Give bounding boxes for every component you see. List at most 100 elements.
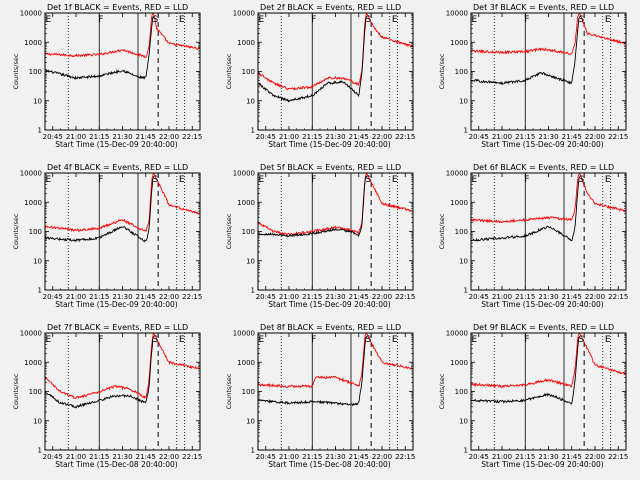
y-axis-label: Counts/sec	[12, 373, 20, 409]
x-tick-label: 21:00	[279, 453, 299, 461]
time-marker-label: S	[153, 335, 159, 345]
panel-title: Det 7f BLACK = Events, RED = LLD	[47, 323, 188, 332]
lld-trace-red	[45, 173, 200, 233]
y-tick-label: 10	[459, 417, 468, 425]
x-tick-label: 22:15	[608, 453, 628, 461]
panel-title: Det 8f BLACK = Events, RED = LLD	[260, 323, 401, 332]
y-tick-label: 100	[242, 228, 255, 236]
time-marker-label: E	[179, 335, 185, 345]
y-axis-label: Counts/sec	[12, 53, 20, 89]
y-tick-label: 10	[33, 417, 42, 425]
time-marker-label: F	[524, 15, 529, 25]
y-tick-label: 1	[464, 127, 468, 135]
y-tick-label: 10	[246, 97, 255, 105]
x-tick-label: 21:30	[325, 293, 345, 301]
time-marker-label: E	[605, 15, 611, 25]
x-axis-label: Start Time (15-Dec-08 20:40:00)	[268, 460, 390, 469]
panel-title: Det 9f BLACK = Events, RED = LLD	[473, 323, 614, 332]
panel-title: Det 4f BLACK = Events, RED = LLD	[47, 163, 188, 172]
events-trace-black	[45, 178, 154, 243]
y-tick-label: 100	[455, 388, 468, 396]
y-tick-label: 1000	[450, 199, 468, 207]
lld-trace-red	[471, 333, 626, 389]
time-marker-label: S	[366, 335, 372, 345]
y-tick-label: 1	[251, 127, 255, 135]
time-marker-label: E	[46, 335, 52, 345]
x-tick-label: 21:15	[89, 453, 109, 461]
time-marker-label: F	[311, 175, 316, 185]
lld-trace-red	[471, 13, 626, 55]
y-axis-label: Counts/sec	[438, 213, 446, 249]
x-tick-label: 22:15	[182, 293, 202, 301]
time-marker-label: E	[46, 175, 52, 185]
x-tick-label: 21:00	[279, 133, 299, 141]
y-tick-label: 1	[464, 287, 468, 295]
x-tick-label: 22:15	[608, 293, 628, 301]
x-tick-label: 21:15	[302, 453, 322, 461]
x-axis-label: Start Time (15-Dec-09 20:40:00)	[481, 140, 603, 149]
detector-panel-3: Det 3f BLACK = Events, RED = LLD E F S E 1 10 1…	[438, 3, 628, 149]
x-tick-label: 22:00	[585, 133, 605, 141]
time-marker-label: E	[392, 335, 398, 345]
time-marker-label: S	[579, 15, 585, 25]
y-axis-label: Counts/sec	[438, 373, 446, 409]
time-marker-label: E	[472, 175, 478, 185]
y-tick-label: 10000	[20, 10, 42, 18]
y-tick-label: 1	[38, 447, 42, 455]
detector-panel-1: Det 1f BLACK = Events, RED = LLD E F S E 1 10 1…	[12, 3, 202, 149]
x-axis-label: Start Time (15-Dec-09 20:40:00)	[268, 140, 390, 149]
panel-title: Det 5f BLACK = Events, RED = LLD	[260, 163, 401, 172]
detector-panel-6: Det 6f BLACK = Events, RED = LLD E F S E 1 10 1…	[438, 163, 628, 309]
y-axis-label: Counts/sec	[12, 213, 20, 249]
y-tick-label: 10000	[20, 170, 42, 178]
x-tick-label: 22:00	[372, 293, 392, 301]
detector-panel-8: Det 8f BLACK = Events, RED = LLD E F S E 1 10 1…	[225, 323, 415, 469]
y-tick-label: 10000	[446, 330, 468, 338]
y-tick-label: 1000	[237, 359, 255, 367]
x-tick-label: 21:45	[349, 133, 369, 141]
x-tick-label: 22:15	[395, 133, 415, 141]
x-tick-label: 20:45	[469, 453, 489, 461]
y-tick-label: 10000	[20, 330, 42, 338]
x-axis-label: Start Time (15-Dec-09 20:40:00)	[481, 300, 603, 309]
x-tick-label: 21:00	[279, 293, 299, 301]
x-tick-label: 22:15	[182, 133, 202, 141]
time-marker-label: E	[392, 175, 398, 185]
lld-trace-red	[258, 333, 413, 389]
detector-panel-9: Det 9f BLACK = Events, RED = LLD E F S E 1 10 1…	[438, 323, 628, 469]
x-tick-label: 20:45	[256, 293, 276, 301]
time-marker-label: F	[98, 15, 103, 25]
y-tick-label: 10000	[446, 170, 468, 178]
events-trace-black	[471, 336, 580, 405]
lld-trace-red	[45, 13, 200, 59]
time-marker-label: S	[153, 175, 159, 185]
lld-trace-red	[471, 173, 626, 224]
y-tick-label: 1	[464, 447, 468, 455]
x-tick-label: 22:00	[159, 453, 179, 461]
x-tick-label: 20:45	[469, 133, 489, 141]
y-tick-label: 10000	[233, 170, 255, 178]
events-trace-black	[471, 178, 580, 242]
y-axis-label: Counts/sec	[225, 53, 233, 89]
x-tick-label: 21:30	[538, 453, 558, 461]
time-marker-label: E	[179, 175, 185, 185]
x-tick-label: 21:15	[515, 453, 535, 461]
y-tick-label: 10	[33, 97, 42, 105]
panel-title: Det 2f BLACK = Events, RED = LLD	[260, 3, 401, 12]
x-tick-label: 22:15	[608, 133, 628, 141]
x-tick-label: 20:45	[43, 133, 63, 141]
y-tick-label: 100	[455, 228, 468, 236]
y-tick-label: 100	[242, 68, 255, 76]
x-tick-label: 21:15	[515, 293, 535, 301]
y-tick-label: 1	[251, 287, 255, 295]
y-tick-label: 1000	[237, 199, 255, 207]
y-axis-label: Counts/sec	[225, 373, 233, 409]
time-marker-label: F	[98, 335, 103, 345]
y-tick-label: 100	[29, 388, 42, 396]
y-tick-label: 10000	[446, 10, 468, 18]
events-trace-black	[45, 16, 154, 80]
x-tick-label: 21:45	[562, 453, 582, 461]
time-marker-label: E	[605, 335, 611, 345]
y-tick-label: 10	[246, 257, 255, 265]
x-tick-label: 20:45	[43, 293, 63, 301]
